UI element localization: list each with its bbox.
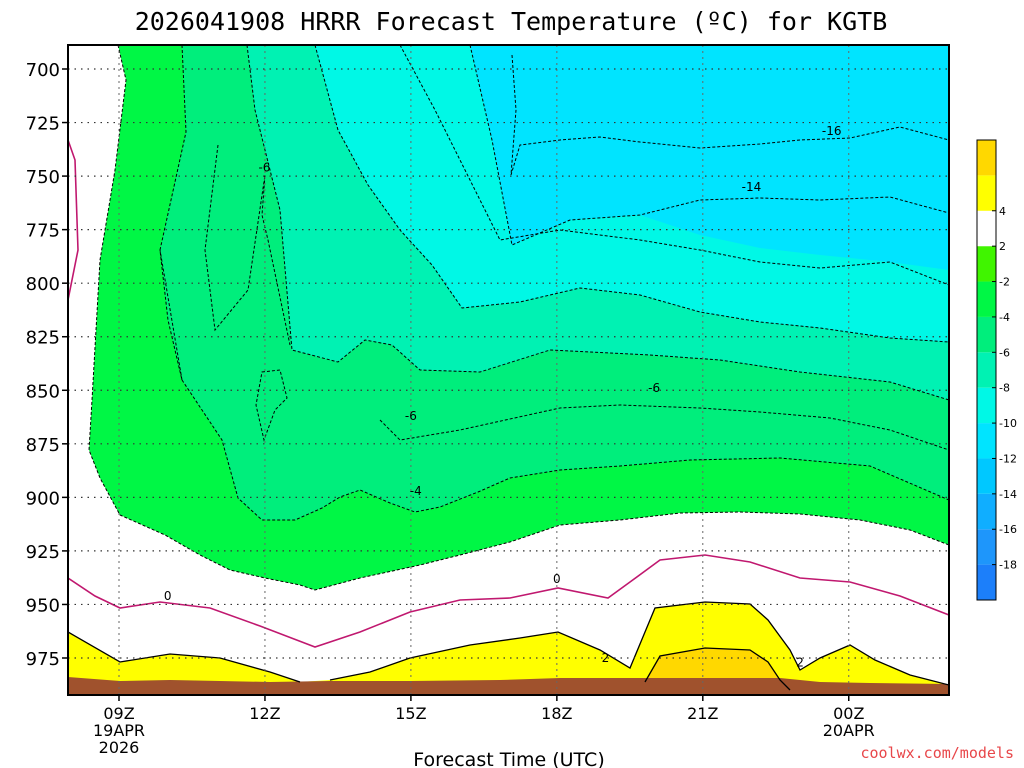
- contour-minus-6: [159, 45, 949, 521]
- colorbar-label: -14: [999, 488, 1017, 501]
- contour-label: -6: [405, 409, 417, 423]
- plot-frame: [67, 44, 950, 696]
- band-minus-2-to-plus-2: [68, 45, 949, 695]
- contour-minus-16: [510, 54, 949, 176]
- contour-minus-6-upper: [159, 249, 183, 381]
- x-tick-label: 00Z: [833, 704, 864, 723]
- colorbar-segment: [977, 352, 996, 388]
- x-tick-label: 19APR: [93, 721, 145, 740]
- contour-label: -14: [742, 180, 762, 194]
- colorbar-label: -12: [999, 452, 1017, 465]
- colorbar-segment: [977, 423, 996, 459]
- contour-minus-6-inner: [204, 144, 291, 346]
- contour-minus-12: [399, 45, 949, 286]
- y-tick-label: 975: [26, 649, 60, 670]
- colorbar-segment: [977, 210, 996, 247]
- x-tick-label: 20APR: [823, 721, 875, 740]
- colorbar-segment: [977, 564, 996, 600]
- contour-label: 2: [796, 655, 804, 669]
- credit-text: coolwx.com/models: [860, 744, 1014, 762]
- colorbar-segment: [977, 281, 996, 317]
- contour-minus-4: [379, 404, 949, 451]
- colorbar-segment: [977, 316, 996, 353]
- colorbar-label: -18: [999, 559, 1017, 572]
- colorbar-label: -6: [999, 346, 1010, 359]
- colorbar-label: 2: [999, 240, 1006, 253]
- colorbar-label: -2: [999, 276, 1010, 289]
- colorbar-label: -4: [999, 311, 1010, 324]
- colorbar-segment: [977, 458, 996, 494]
- contour-label: -6: [648, 381, 660, 395]
- colorbar-segment: [977, 246, 996, 282]
- contour-zero-left: [68, 139, 79, 301]
- grid-lines: [68, 45, 949, 695]
- plot-area: [68, 45, 949, 695]
- contour-minus-8: [246, 45, 949, 401]
- y-tick-label: 850: [26, 381, 60, 402]
- x-tick-label: 12Z: [249, 704, 280, 723]
- y-tick-label: 700: [26, 60, 60, 81]
- colorbar-segment: [977, 387, 996, 424]
- colorbar-frame: [976, 139, 997, 601]
- colorbar-segment: [977, 493, 996, 530]
- colorbar-label: -10: [999, 417, 1017, 430]
- y-axis: 700 725 750 775 800 825 850 875 900 925 950 975: [26, 60, 68, 670]
- contour-label: 0: [553, 572, 561, 586]
- colorbar-segment: [977, 529, 996, 565]
- y-tick-label: 875: [26, 435, 60, 456]
- x-axis-label: Forecast Time (UTC): [413, 749, 604, 768]
- y-tick-label: 775: [26, 221, 60, 242]
- contour-minus-6-loop: [255, 369, 288, 442]
- contour-label: 2: [602, 651, 610, 665]
- y-tick-label: 950: [26, 595, 60, 616]
- colorbar-segment: [977, 140, 996, 176]
- contour-plus-2: [68, 601, 949, 686]
- ground-surface: [68, 677, 949, 695]
- contour-label: -16: [822, 124, 842, 138]
- x-tick-label: 18Z: [541, 704, 572, 723]
- colorbar-label: -16: [999, 523, 1017, 536]
- x-tick-label: 2026: [99, 738, 140, 757]
- x-tick-label: 09Z: [103, 704, 134, 723]
- contour-label: 0: [164, 589, 172, 603]
- contour-label: -4: [410, 484, 422, 498]
- y-tick-label: 750: [26, 167, 60, 188]
- chart-title: 2026041908 HRRR Forecast Temperature (ºC…: [135, 7, 888, 36]
- contour-plus-4: [644, 647, 791, 691]
- y-tick-label: 900: [26, 488, 60, 509]
- colorbar-label: 4: [999, 205, 1006, 218]
- y-tick-label: 800: [26, 274, 60, 295]
- y-tick-label: 725: [26, 114, 60, 135]
- contour-minus-2: [88, 45, 949, 591]
- colorbar: -18 -16 -14 -12 -10 -8 -6 -4 -2 2 4: [976, 139, 1017, 601]
- x-tick-label: 21Z: [687, 704, 718, 723]
- colorbar-label: -8: [999, 382, 1010, 395]
- contour-label-layer: -16 -14 -6 -6 -6 -4 0 0 2 2: [164, 124, 842, 669]
- y-tick-label: 825: [26, 328, 60, 349]
- contour-zero: [68, 554, 949, 648]
- contour-minus-14: [469, 45, 949, 246]
- contour-label: -6: [258, 161, 270, 175]
- colorbar-segment: [977, 175, 996, 211]
- x-tick-label: 15Z: [395, 704, 426, 723]
- y-tick-label: 925: [26, 542, 60, 563]
